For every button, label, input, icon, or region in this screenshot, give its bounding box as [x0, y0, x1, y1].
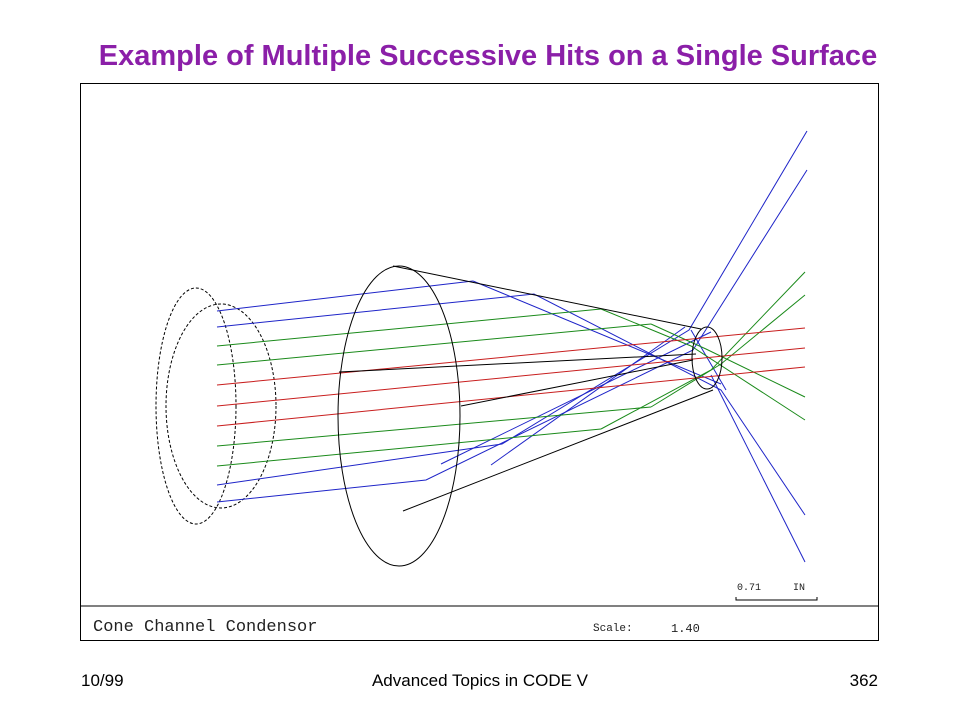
- slide-title: Example of Multiple Successive Hits on a…: [98, 40, 878, 72]
- raytrace-diagram: [81, 130, 878, 607]
- scale-value: 1.40: [671, 622, 700, 636]
- green-ray: [216, 406, 652, 447]
- cone-exit-ellipse: [691, 326, 723, 390]
- cone-upper-edge: [392, 265, 702, 330]
- green-ray: [216, 308, 602, 347]
- green-ray: [650, 323, 806, 398]
- green-ray: [216, 323, 652, 366]
- blue-ray: [440, 331, 712, 465]
- blue-ray: [216, 130, 808, 486]
- red-ray: [216, 347, 806, 407]
- raytrace-plot-frame: 0.71 IN Cone Channel Condensor Scale: 1.…: [80, 83, 879, 641]
- scalebar-unit: IN: [793, 583, 806, 594]
- object-surface: [155, 287, 277, 525]
- scalebar-value: 0.71: [737, 583, 762, 594]
- blue-ray: [472, 280, 722, 385]
- blue-ray: [216, 293, 806, 516]
- axis-segment: [460, 359, 694, 407]
- green-ray: [600, 308, 806, 421]
- footer-date: 10/99: [81, 671, 124, 690]
- footer-page-number: 362: [849, 671, 878, 690]
- blue-rays: [216, 130, 808, 563]
- green-rays: [216, 271, 806, 467]
- scale-label: Scale:: [593, 623, 633, 635]
- axis-segment: [338, 353, 697, 373]
- green-ray: [650, 294, 806, 408]
- red-rays: [216, 327, 806, 427]
- object-surface-outer-ellipse: [155, 287, 237, 525]
- green-ray: [600, 271, 806, 430]
- blue-ray: [690, 329, 727, 391]
- scale-bar: [735, 597, 818, 601]
- cone-channel: [337, 265, 723, 567]
- red-ray: [216, 327, 806, 386]
- blue-ray: [216, 280, 474, 312]
- blue-ray: [490, 326, 686, 466]
- footer-course-title: Advanced Topics in CODE V: [371, 671, 589, 690]
- blue-ray: [710, 374, 806, 563]
- object-surface-inner-ellipse: [165, 303, 277, 509]
- cone-entrance-ellipse: [337, 265, 461, 567]
- cone-lower-edge: [402, 389, 714, 512]
- green-ray: [216, 428, 602, 467]
- plot-title: Cone Channel Condensor: [93, 618, 318, 637]
